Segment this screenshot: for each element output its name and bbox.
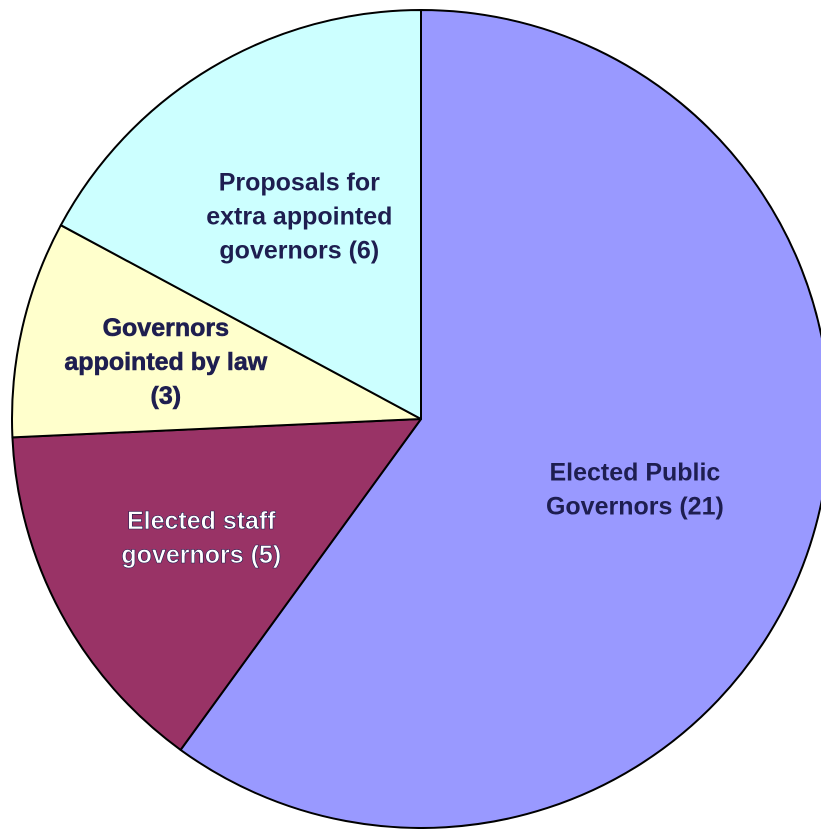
pie-slice-proposals-for-extra-appointed-governors <box>59 9 422 420</box>
pie-label-governors-appointed-by-law: Governors appointed by law (3) <box>64 314 267 410</box>
pie-slice-elected-staff-governors <box>11 418 422 751</box>
pie-slice-elected-public-governors <box>179 9 821 829</box>
pie-label-proposals-for-extra-appointed-governors: Proposals for extra appointed governors (6… <box>206 168 392 264</box>
pie-labels: Elected Public Governors (21) Elected staf… <box>64 168 724 569</box>
pie-label-elected-staff-governors: Elected staff governors (5) <box>121 507 281 569</box>
pie-label-elected-public-governors: Elected Public Governors (21) <box>546 459 724 521</box>
pie-slice-governors-appointed-by-law <box>11 224 422 439</box>
pie-slices <box>11 9 821 829</box>
